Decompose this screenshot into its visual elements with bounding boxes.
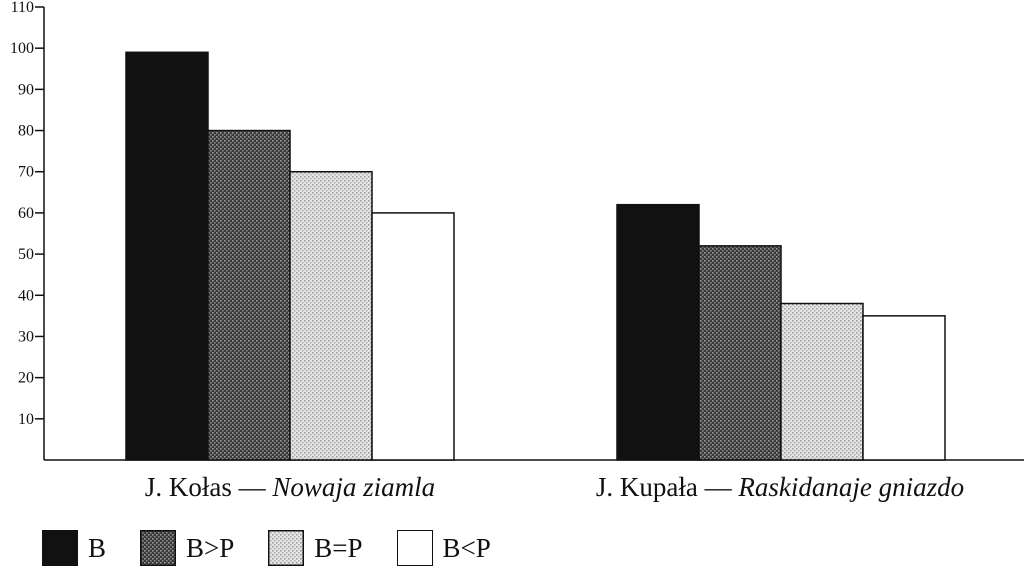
legend-label: B=P [314, 532, 363, 563]
y-tick-label: 70 [18, 164, 34, 181]
legend-item: B [42, 530, 106, 566]
y-tick-label: 60 [18, 205, 34, 222]
legend-label: B>P [186, 532, 235, 563]
y-tick-label: 20 [18, 370, 34, 387]
category-author: J. Kołas — [144, 472, 273, 502]
y-tick-label: 100 [10, 40, 34, 57]
category-label: J. Kołas — Nowaja ziamla [145, 472, 435, 503]
bar-BP-0 [289, 170, 373, 461]
bar-B-0 [125, 51, 209, 461]
bar-BP-1 [780, 302, 864, 461]
y-tick-label: 50 [18, 246, 34, 263]
bar-B-1 [616, 203, 700, 461]
legend-swatch [140, 530, 177, 566]
legend-swatch [396, 530, 433, 566]
category-author: J. Kupała — [595, 472, 739, 502]
legend-item: B>P [140, 530, 234, 566]
legend-swatch [42, 530, 78, 566]
y-tick-label: 40 [18, 287, 34, 304]
bar-BP-1 [862, 315, 946, 461]
y-tick-label: 80 [18, 123, 34, 140]
category-title: Raskidanaje gniazdo [738, 472, 965, 502]
y-tick-label: 90 [18, 81, 34, 98]
legend-label: B<P [442, 532, 491, 563]
legend-item: B<P [396, 530, 491, 566]
legend-label: B [88, 532, 107, 563]
legend-item: B=P [268, 530, 363, 566]
chart-bars [125, 51, 946, 461]
category-title: Nowaja ziamla [272, 472, 436, 502]
bar-BP-0 [207, 129, 291, 461]
y-tick-label: 30 [18, 328, 34, 345]
chart-legend: B B>P B=P B<P [42, 528, 525, 568]
legend-swatch [268, 530, 305, 566]
bar-BP-1 [698, 245, 782, 461]
y-tick-label: 110 [11, 0, 34, 16]
y-tick-label: 10 [18, 411, 34, 428]
category-label: J. Kupała — Raskidanaje gniazdo [596, 472, 964, 503]
bar-BP-0 [371, 212, 455, 461]
